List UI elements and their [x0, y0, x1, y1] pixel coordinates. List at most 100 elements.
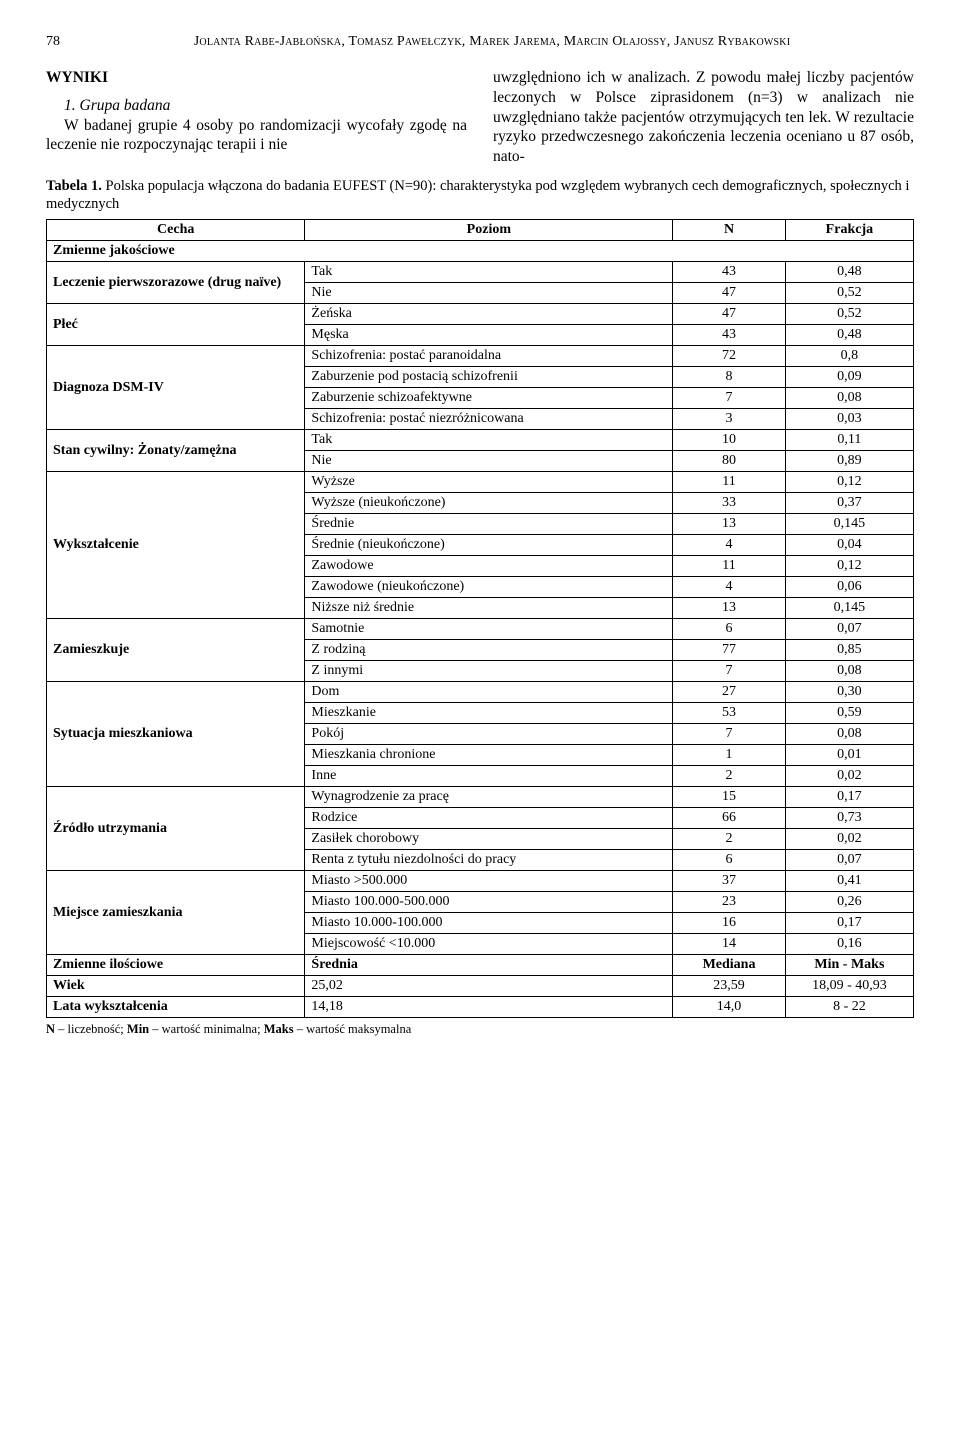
fraction-cell: 0,12 — [785, 472, 913, 493]
n-cell: 7 — [673, 388, 786, 409]
level-cell: Mieszkanie — [305, 703, 673, 724]
level-cell: Zawodowe (nieukończone) — [305, 577, 673, 598]
fraction-cell: 0,48 — [785, 262, 913, 283]
table-row: Wiek25,0223,5918,09 - 40,93 — [47, 976, 914, 997]
n-cell: 77 — [673, 640, 786, 661]
level-cell: Samotnie — [305, 619, 673, 640]
n-cell: 6 — [673, 619, 786, 640]
section-row-qualitative: Zmienne jakościowe — [47, 241, 914, 262]
level-cell: Rodzice — [305, 808, 673, 829]
n-cell: 33 — [673, 493, 786, 514]
fraction-cell: 0,04 — [785, 535, 913, 556]
quant-header-c3: Mediana — [673, 955, 786, 976]
n-cell: 7 — [673, 724, 786, 745]
body-columns: WYNIKI 1. Grupa badana W badanej grupie … — [46, 68, 914, 167]
fraction-cell: 0,07 — [785, 619, 913, 640]
fraction-cell: 0,06 — [785, 577, 913, 598]
n-cell: 37 — [673, 871, 786, 892]
page-number: 78 — [46, 34, 70, 50]
level-cell: Tak — [305, 430, 673, 451]
group-label: Miejsce zamieszkania — [47, 871, 305, 955]
fraction-cell: 0,30 — [785, 682, 913, 703]
fraction-cell: 0,08 — [785, 661, 913, 682]
table-row: ZamieszkujeSamotnie60,07 — [47, 619, 914, 640]
table-row: PłećŻeńska470,52 — [47, 304, 914, 325]
level-cell: Inne — [305, 766, 673, 787]
mean-cell: 25,02 — [305, 976, 673, 997]
level-cell: Mieszkania chronione — [305, 745, 673, 766]
section-row-quantitative: Zmienne ilościoweŚredniaMedianaMin - Mak… — [47, 955, 914, 976]
n-cell: 47 — [673, 283, 786, 304]
fraction-cell: 0,12 — [785, 556, 913, 577]
right-column: uwzględniono ich w analizach. Z powodu m… — [493, 68, 914, 167]
median-cell: 14,0 — [673, 997, 786, 1018]
table-row: Stan cywilny: Żonaty/zamężnaTak100,11 — [47, 430, 914, 451]
fraction-cell: 0,16 — [785, 934, 913, 955]
level-cell: Miasto 10.000-100.000 — [305, 913, 673, 934]
n-cell: 47 — [673, 304, 786, 325]
n-cell: 15 — [673, 787, 786, 808]
n-cell: 2 — [673, 766, 786, 787]
level-cell: Zaburzenie schizoafektywne — [305, 388, 673, 409]
n-cell: 43 — [673, 325, 786, 346]
right-paragraph: uwzględniono ich w analizach. Z powodu m… — [493, 68, 914, 167]
n-cell: 7 — [673, 661, 786, 682]
fraction-cell: 0,8 — [785, 346, 913, 367]
range-cell: 8 - 22 — [785, 997, 913, 1018]
section-heading: WYNIKI — [46, 68, 467, 88]
table-footnote: N – liczebność; Min – wartość minimalna;… — [46, 1022, 914, 1037]
fraction-cell: 0,85 — [785, 640, 913, 661]
fraction-cell: 0,08 — [785, 388, 913, 409]
n-cell: 72 — [673, 346, 786, 367]
level-cell: Męska — [305, 325, 673, 346]
table-row: Diagnoza DSM-IVSchizofrenia: postać para… — [47, 346, 914, 367]
n-cell: 66 — [673, 808, 786, 829]
authors-line: Jolanta Rabe-Jabłońska, Tomasz Pawełczyk… — [70, 34, 914, 50]
table-row: Miejsce zamieszkaniaMiasto >500.000370,4… — [47, 871, 914, 892]
fn-min: Min — [127, 1022, 149, 1036]
level-cell: Miejscowość <10.000 — [305, 934, 673, 955]
level-cell: Zasiłek chorobowy — [305, 829, 673, 850]
quant-header-c2: Średnia — [305, 955, 673, 976]
fraction-cell: 0,09 — [785, 367, 913, 388]
table-row: Lata wykształcenia14,1814,08 - 22 — [47, 997, 914, 1018]
n-cell: 13 — [673, 514, 786, 535]
n-cell: 1 — [673, 745, 786, 766]
subsection-title: 1. Grupa badana — [64, 97, 170, 114]
level-cell: Z innymi — [305, 661, 673, 682]
level-cell: Pokój — [305, 724, 673, 745]
level-cell: Zaburzenie pod postacią schizofrenii — [305, 367, 673, 388]
data-table: Cecha Poziom N Frakcja Zmienne jakościow… — [46, 219, 914, 1018]
n-cell: 4 — [673, 577, 786, 598]
group-label: Źródło utrzymania — [47, 787, 305, 871]
fraction-cell: 0,11 — [785, 430, 913, 451]
table-caption: Tabela 1. Polska populacja włączona do b… — [46, 177, 914, 213]
group-label: Diagnoza DSM-IV — [47, 346, 305, 430]
level-cell: Nie — [305, 283, 673, 304]
table-row: Sytuacja mieszkaniowaDom270,30 — [47, 682, 914, 703]
table-row: Źródło utrzymaniaWynagrodzenie za pracę1… — [47, 787, 914, 808]
quant-header-c4: Min - Maks — [785, 955, 913, 976]
level-cell: Miasto 100.000-500.000 — [305, 892, 673, 913]
n-cell: 27 — [673, 682, 786, 703]
fraction-cell: 0,08 — [785, 724, 913, 745]
n-cell: 11 — [673, 556, 786, 577]
group-label: Płeć — [47, 304, 305, 346]
n-cell: 2 — [673, 829, 786, 850]
col-header-frakcja: Frakcja — [785, 220, 913, 241]
n-cell: 23 — [673, 892, 786, 913]
group-label: Sytuacja mieszkaniowa — [47, 682, 305, 787]
mean-cell: 14,18 — [305, 997, 673, 1018]
range-cell: 18,09 - 40,93 — [785, 976, 913, 997]
fraction-cell: 0,02 — [785, 829, 913, 850]
n-cell: 4 — [673, 535, 786, 556]
level-cell: Żeńska — [305, 304, 673, 325]
n-cell: 53 — [673, 703, 786, 724]
level-cell: Wyższe — [305, 472, 673, 493]
col-header-n: N — [673, 220, 786, 241]
level-cell: Schizofrenia: postać niezróżnicowana — [305, 409, 673, 430]
level-cell: Miasto >500.000 — [305, 871, 673, 892]
quant-label: Wiek — [47, 976, 305, 997]
level-cell: Wyższe (nieukończone) — [305, 493, 673, 514]
n-cell: 13 — [673, 598, 786, 619]
